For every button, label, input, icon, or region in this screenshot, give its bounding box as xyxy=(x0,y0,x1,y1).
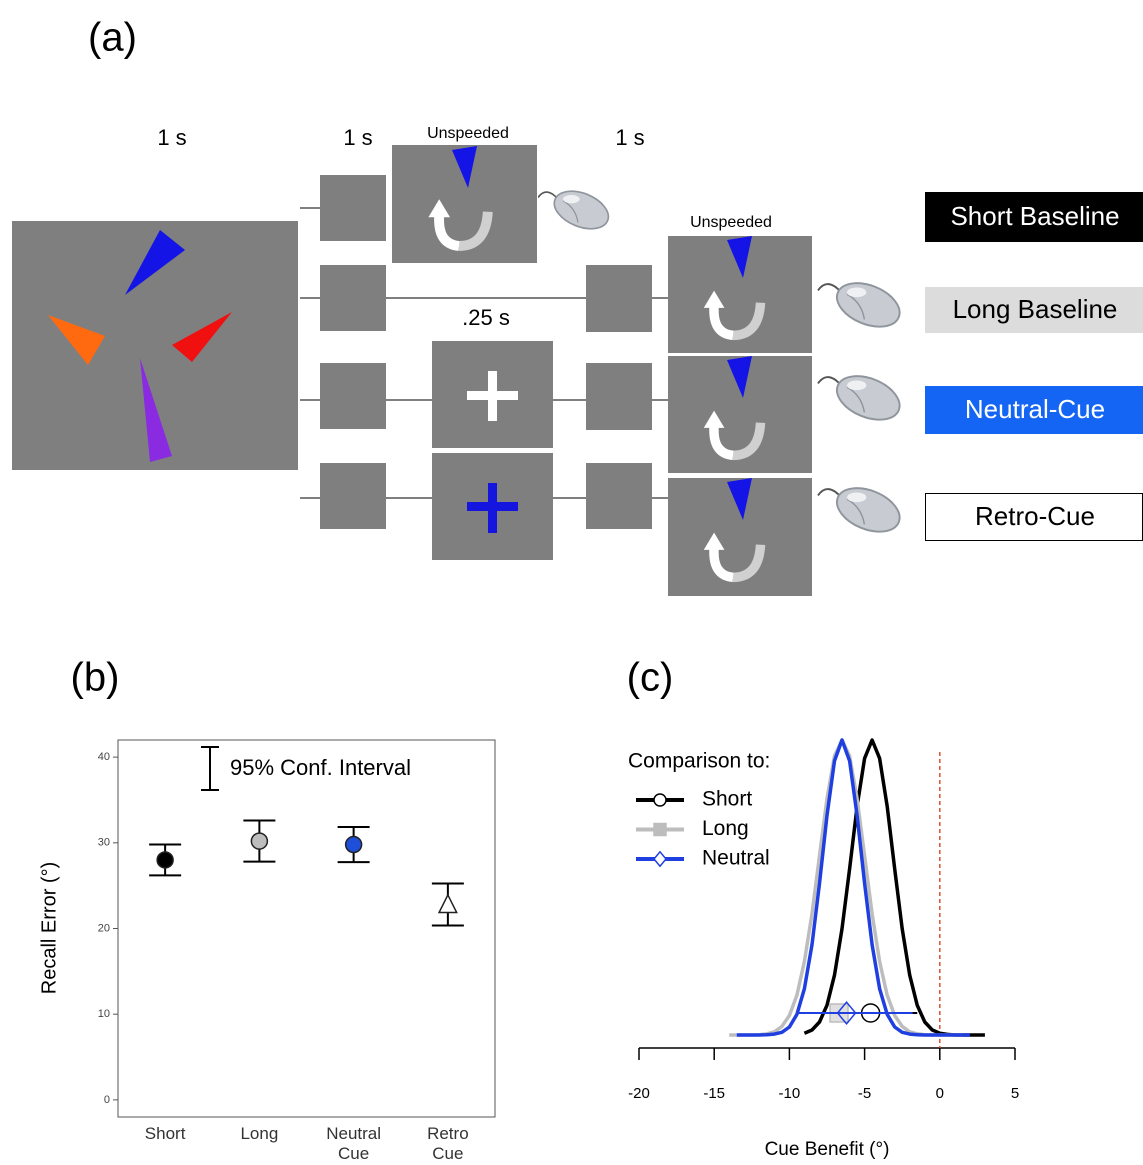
cue-screens xyxy=(432,341,553,560)
memory-display xyxy=(12,221,298,470)
x-tick-label: -15 xyxy=(703,1085,725,1102)
x-tick-label: -20 xyxy=(628,1085,650,1102)
x-tick-label: Neutral Cue xyxy=(323,1124,385,1164)
x-axis-label: Cue Benefit (°) xyxy=(765,1139,890,1160)
duration: 1 s xyxy=(615,125,644,150)
duration: 1 s xyxy=(343,125,372,150)
panel-label: (b) xyxy=(71,656,120,700)
panel-label: (c) xyxy=(627,656,674,700)
data-point xyxy=(157,852,173,868)
unspeeded-label: Unspeeded xyxy=(690,214,772,231)
y-axis-label: Recall Error (°) xyxy=(38,862,60,994)
x-tick-label: Retro Cue xyxy=(417,1124,479,1164)
unspeeded-label: Unspeeded xyxy=(427,125,509,142)
legend-marker xyxy=(654,824,666,836)
x-tick-label: 0 xyxy=(936,1085,944,1102)
figure-canvas: (a) 1 s 1 s 1 s Unspeeded Unspeeded .25 … xyxy=(0,0,1143,1165)
condition-label: Neutral-Cue xyxy=(965,394,1105,424)
figure: (a) 1 s 1 s 1 s Unspeeded Unspeeded .25 … xyxy=(0,0,1143,1165)
legend-label: Neutral xyxy=(702,847,770,870)
panel-label: (a) xyxy=(88,16,137,60)
y-tick-label: 30 xyxy=(98,837,110,849)
x-tick-label: -5 xyxy=(858,1085,871,1102)
plot-frame xyxy=(118,740,495,1117)
legend-title: Comparison to: xyxy=(628,750,770,773)
x-tick-label: 5 xyxy=(1011,1085,1019,1102)
legend-marker xyxy=(654,852,666,866)
condition-label: Retro-Cue xyxy=(975,501,1095,531)
data-point xyxy=(439,895,457,913)
x-tick-label: Short xyxy=(134,1124,196,1144)
y-tick-label: 40 xyxy=(98,751,110,763)
duration: 1 s xyxy=(157,125,186,150)
legend-marker xyxy=(654,794,666,806)
condition-label: Short Baseline xyxy=(950,201,1119,231)
density-curve xyxy=(737,740,970,1035)
y-tick-label: 20 xyxy=(98,922,110,934)
data-point xyxy=(346,837,362,853)
x-tick-label: -10 xyxy=(779,1085,801,1102)
legend-label: Short xyxy=(702,788,752,811)
condition-label: Long Baseline xyxy=(953,294,1118,324)
y-tick-label: 0 xyxy=(104,1094,110,1106)
data-point xyxy=(251,833,267,849)
y-tick-label: 10 xyxy=(98,1008,110,1020)
annotation: 95% Conf. Interval xyxy=(230,755,411,780)
x-tick-label: Long xyxy=(228,1124,290,1144)
legend-label: Long xyxy=(702,817,749,840)
cue-duration: .25 s xyxy=(462,305,510,330)
